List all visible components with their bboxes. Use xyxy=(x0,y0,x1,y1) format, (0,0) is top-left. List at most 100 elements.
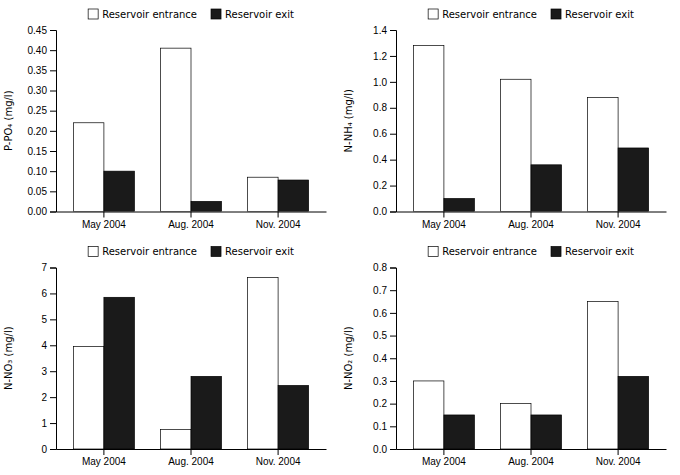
tick-label: 0.3 xyxy=(373,376,387,387)
tick-mark xyxy=(390,336,396,337)
tick: 0.00 xyxy=(28,206,56,217)
tick-mark xyxy=(50,293,56,294)
tick-label: 0.6 xyxy=(373,308,387,319)
tick-mark xyxy=(103,212,104,218)
tick-mark xyxy=(50,111,56,112)
tick-label: 6 xyxy=(41,288,47,299)
bar xyxy=(531,415,561,449)
tick: May 2004 xyxy=(82,449,126,467)
legend-item: Reservoir exit xyxy=(551,9,634,20)
tick-label: 0.4 xyxy=(373,154,387,165)
legend: Reservoir entrance Reservoir exit xyxy=(428,246,634,257)
tick-label: May 2004 xyxy=(82,219,126,230)
bar-series xyxy=(104,297,309,449)
tick-mark xyxy=(390,56,396,57)
tick: 7 xyxy=(41,262,56,273)
axis-line xyxy=(390,268,397,450)
tick: 3 xyxy=(41,366,56,377)
bar xyxy=(618,376,648,449)
tick-label: Nov. 2004 xyxy=(256,456,301,467)
bar xyxy=(618,148,648,212)
tick: Aug. 2004 xyxy=(168,449,214,467)
tick-label: 0.2 xyxy=(373,398,387,409)
tick-mark xyxy=(50,151,56,152)
tick: Nov. 2004 xyxy=(256,212,301,230)
tick-mark xyxy=(50,50,56,51)
x-axis: May 2004Aug. 2004Nov. 2004 xyxy=(397,212,667,230)
tick-label: 3 xyxy=(41,366,47,377)
tick-mark xyxy=(390,404,396,405)
bar xyxy=(444,415,474,449)
y-axis: 0.00.20.40.60.81.01.21.4 xyxy=(373,25,396,218)
legend-item: Reservoir entrance xyxy=(428,9,537,20)
tick-mark xyxy=(191,449,192,455)
tick-label: 0.15 xyxy=(28,146,48,157)
x-axis: May 2004 Aug. 2004 Nov. 2004 xyxy=(57,212,327,230)
tick: 0.4 xyxy=(373,353,396,364)
bar xyxy=(104,171,134,211)
tick-mark xyxy=(50,319,56,320)
tick-label: 0.05 xyxy=(28,186,48,197)
figure: 0.000.050.100.150.200.250.300.350.400.45… xyxy=(0,0,680,475)
tick-label: Nov. 2004 xyxy=(596,456,641,467)
x-axis: May 2004 Aug. 2004 Nov. 2004 xyxy=(57,449,327,467)
bar xyxy=(191,201,221,211)
bar xyxy=(73,347,103,449)
tick: 4 xyxy=(41,340,56,351)
tick: May 2004 xyxy=(82,212,126,230)
tick: 1.2 xyxy=(373,51,396,62)
tick: 1.4 xyxy=(373,25,396,36)
tick-mark xyxy=(103,449,104,455)
legend: Reservoir entrance Reservoir exit xyxy=(88,9,294,20)
tick-label: 0.8 xyxy=(373,262,387,273)
tick-label: May 2004 xyxy=(422,456,466,467)
tick-mark xyxy=(390,268,396,269)
legend: Reservoir entrance Reservoir exit xyxy=(428,9,634,20)
legend-swatch xyxy=(551,247,561,257)
bar-series xyxy=(104,171,309,211)
tick: 0.5 xyxy=(373,330,396,341)
tick: Aug. 2004 xyxy=(168,212,214,230)
tick: 0.40 xyxy=(28,45,56,56)
tick-mark xyxy=(390,30,396,31)
tick-mark xyxy=(50,70,56,71)
tick-label: 0.20 xyxy=(28,126,48,137)
panel: 0.00.10.20.30.40.50.60.70.8May 2004Aug. … xyxy=(343,246,667,467)
bar xyxy=(278,180,308,211)
tick-label: 0.5 xyxy=(373,330,387,341)
y-axis: 01234567 xyxy=(41,262,56,455)
legend-label: Reservoir entrance xyxy=(102,246,197,257)
tick-label: May 2004 xyxy=(422,219,466,230)
legend-item: Reservoir entrance xyxy=(88,9,197,20)
bar-series xyxy=(444,376,649,449)
tick-label: 0.10 xyxy=(28,166,48,177)
bar xyxy=(588,302,618,449)
legend-item: Reservoir entrance xyxy=(428,246,537,257)
tick-mark xyxy=(390,290,396,291)
axis-line xyxy=(390,31,397,213)
tick-mark xyxy=(390,82,396,83)
tick-label: 0.40 xyxy=(28,45,48,56)
bars xyxy=(73,48,308,211)
tick: 2 xyxy=(41,392,56,403)
legend-label: Reservoir exit xyxy=(565,246,634,257)
tick-label: Nov. 2004 xyxy=(256,219,301,230)
tick-mark xyxy=(50,191,56,192)
tick-label: 0.7 xyxy=(373,285,387,296)
tick: 0.35 xyxy=(28,65,56,76)
axis-title: N-NH₄ (mg/l) xyxy=(343,89,354,152)
tick-mark xyxy=(50,212,56,213)
legend-label: Reservoir exit xyxy=(565,9,634,20)
tick: 1.0 xyxy=(373,77,396,88)
tick-label: Aug. 2004 xyxy=(508,456,554,467)
tick-mark xyxy=(531,212,532,218)
tick: 0.2 xyxy=(373,398,396,409)
legend-label: Reservoir exit xyxy=(225,9,294,20)
bar xyxy=(413,381,443,449)
y-axis: 0.000.050.100.150.200.250.300.350.400.45 xyxy=(28,25,57,218)
tick: 0.20 xyxy=(28,126,56,137)
bar xyxy=(444,199,474,212)
tick-label: 2 xyxy=(41,392,47,403)
tick-mark xyxy=(390,426,396,427)
bar-series xyxy=(73,277,278,449)
